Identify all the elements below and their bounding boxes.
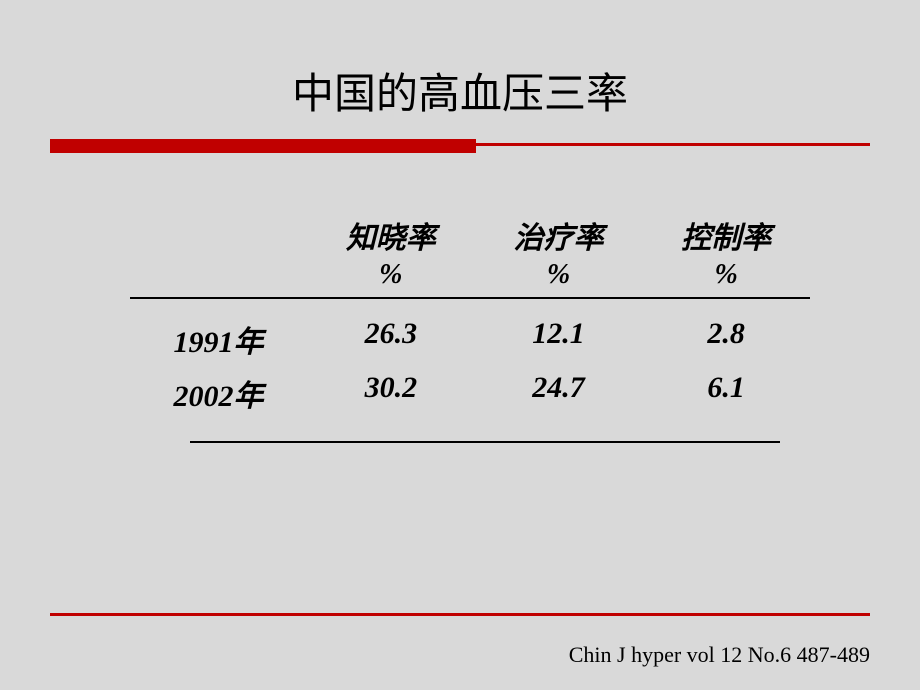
row-label: 1991年 [130, 317, 307, 361]
cell-value: 30.2 [307, 371, 475, 415]
unit-label: % [642, 259, 810, 291]
unit-empty [130, 259, 307, 291]
table-row: 1991年 26.3 12.1 2.8 [130, 317, 810, 361]
cell-value: 2.8 [642, 317, 810, 361]
header-empty [130, 213, 307, 257]
cell-value: 12.1 [475, 317, 643, 361]
table-top-divider [130, 297, 810, 299]
column-header: 治疗率 [475, 213, 643, 257]
thin-accent-bar [476, 143, 870, 146]
data-table: 知晓率 治疗率 控制率 % % % 1991年 26.3 12.1 2.8 20… [50, 213, 870, 443]
table-row: 2002年 30.2 24.7 6.1 [130, 371, 810, 415]
column-header: 知晓率 [307, 213, 475, 257]
unit-label: % [307, 259, 475, 291]
slide-container: 中国的高血压三率 知晓率 治疗率 控制率 % % % 1991年 26.3 12… [0, 0, 920, 690]
thick-accent-bar [50, 139, 476, 153]
citation-text: Chin J hyper vol 12 No.6 487-489 [569, 642, 870, 668]
cell-value: 6.1 [642, 371, 810, 415]
column-header: 控制率 [642, 213, 810, 257]
footer-accent-line [50, 613, 870, 616]
table-unit-row: % % % [130, 259, 810, 291]
cell-value: 26.3 [307, 317, 475, 361]
cell-value: 24.7 [475, 371, 643, 415]
unit-label: % [475, 259, 643, 291]
title-divider [50, 139, 870, 153]
table-header-row: 知晓率 治疗率 控制率 [130, 213, 810, 257]
table-bottom-divider [190, 441, 780, 443]
row-label: 2002年 [130, 371, 307, 415]
slide-title: 中国的高血压三率 [50, 60, 870, 121]
